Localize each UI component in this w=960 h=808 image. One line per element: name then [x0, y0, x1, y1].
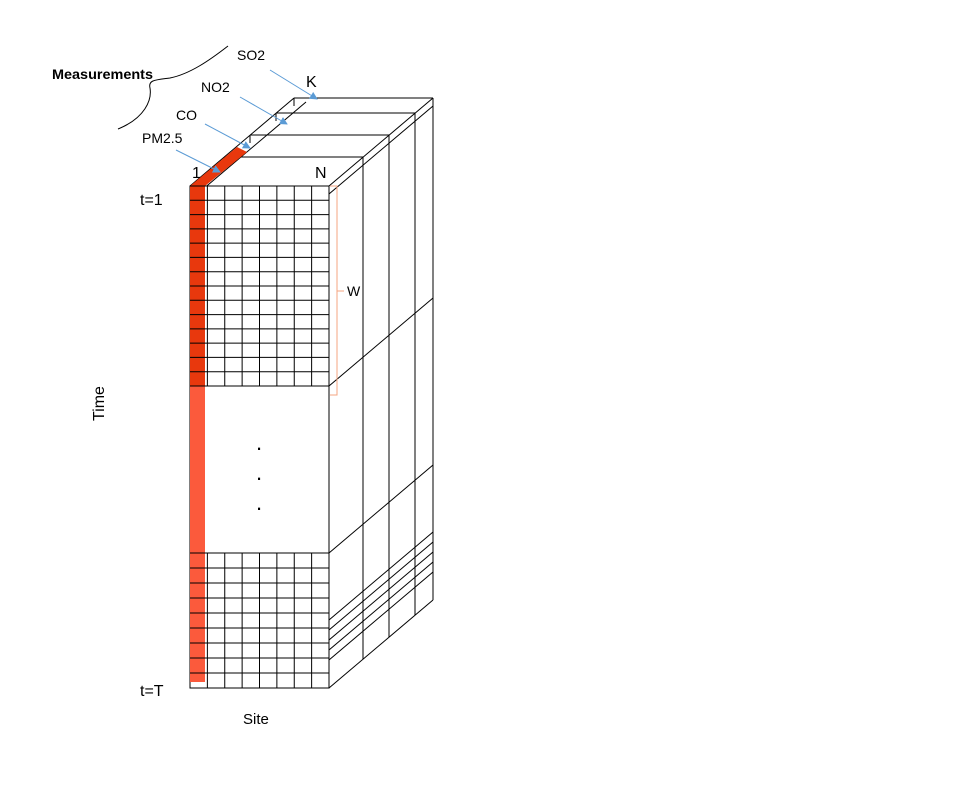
- co-label: CO: [176, 107, 197, 123]
- t-start-label: t=1: [140, 192, 163, 209]
- time-axis-label: Time: [91, 386, 108, 421]
- co-arrow: [204, 123, 251, 149]
- so2-label: SO2: [237, 47, 265, 63]
- t-end-label: t=T: [140, 683, 164, 700]
- top-surface-line: [201, 101, 307, 191]
- depth-edge-bottom-right: [328, 599, 434, 689]
- bottom-stack-line: [328, 541, 434, 631]
- bottom-stack-line: [328, 561, 434, 651]
- grid-top-window: [190, 185, 329, 387]
- k-label: K: [306, 74, 317, 91]
- bottom-stack-line: [328, 531, 434, 621]
- measurements-label: Measurements: [52, 66, 153, 82]
- no2-arrow: [239, 96, 288, 125]
- depth-edge-top-right: [328, 97, 434, 187]
- bottom-stack-line: [328, 571, 434, 661]
- window-bracket: [330, 185, 344, 396]
- bottom-stack-line: [328, 551, 434, 641]
- pm25-arrow: [175, 149, 221, 173]
- ellipsis-dot-3: .: [256, 490, 262, 515]
- pm25-column-bottom: [190, 386, 205, 682]
- measurements-brace: [117, 45, 229, 130]
- site-index-n-label: N: [315, 165, 327, 182]
- site-index-one-label: 1: [192, 165, 201, 182]
- pm25-label: PM2.5: [142, 130, 183, 146]
- no2-label: NO2: [201, 79, 230, 95]
- depth-edge-window-bottom: [328, 297, 434, 387]
- depth-edge-top-left: [189, 97, 295, 187]
- so2-arrow: [269, 69, 318, 100]
- measurement-arrows: [175, 69, 318, 173]
- window-label: W: [347, 283, 361, 299]
- site-axis-label: Site: [243, 711, 269, 728]
- depth-edge-lower-window-top: [328, 464, 434, 554]
- ellipsis-dot-1: .: [256, 430, 262, 455]
- ellipsis-dot-2: .: [256, 460, 262, 485]
- top-surface-line: [328, 105, 434, 195]
- grid-bottom-window: [190, 552, 329, 689]
